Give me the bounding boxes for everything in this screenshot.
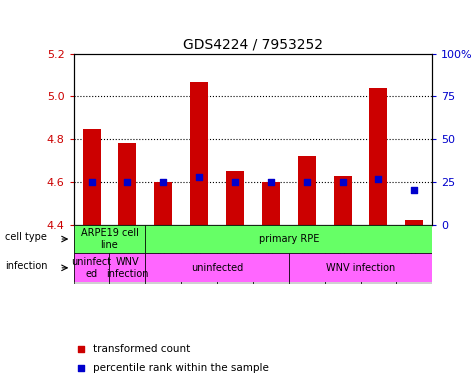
Title: GDS4224 / 7953252: GDS4224 / 7953252: [183, 37, 323, 51]
Point: [77, 365, 85, 371]
Point: [375, 175, 382, 182]
Point: [303, 179, 311, 185]
Bar: [397, 225, 432, 284]
Bar: [74, 225, 145, 253]
Point: [195, 174, 203, 180]
Bar: [289, 253, 432, 282]
Text: uninfected: uninfected: [191, 263, 243, 273]
Text: ARPE19 cell
line: ARPE19 cell line: [81, 228, 138, 250]
Point: [339, 179, 346, 185]
Bar: [83, 129, 101, 225]
Bar: [333, 175, 352, 225]
Bar: [289, 225, 325, 284]
Text: GSM762060: GSM762060: [159, 228, 168, 278]
Bar: [118, 144, 136, 225]
Bar: [405, 220, 423, 225]
Text: WNV
infection: WNV infection: [106, 257, 149, 279]
Bar: [325, 225, 361, 284]
Bar: [361, 225, 397, 284]
Bar: [226, 171, 244, 225]
Text: infection: infection: [5, 261, 47, 271]
Bar: [154, 182, 172, 225]
Bar: [109, 225, 145, 284]
Text: primary RPE: primary RPE: [258, 234, 319, 244]
Bar: [253, 225, 289, 284]
Text: transformed count: transformed count: [94, 344, 190, 354]
Text: GSM762066: GSM762066: [266, 228, 276, 279]
Bar: [370, 88, 388, 225]
Bar: [190, 81, 208, 225]
Bar: [298, 156, 316, 225]
Text: GSM762061: GSM762061: [302, 228, 311, 278]
Text: GSM762067: GSM762067: [410, 228, 419, 279]
Point: [160, 179, 167, 185]
Point: [88, 179, 95, 185]
Bar: [217, 225, 253, 284]
Point: [267, 179, 275, 185]
Text: GSM762062: GSM762062: [195, 228, 204, 278]
Text: percentile rank within the sample: percentile rank within the sample: [94, 363, 269, 373]
Bar: [74, 253, 109, 282]
Point: [231, 179, 239, 185]
Text: GSM762069: GSM762069: [123, 228, 132, 278]
Bar: [145, 225, 432, 253]
Text: cell type: cell type: [5, 232, 47, 242]
Bar: [109, 253, 145, 282]
Bar: [74, 225, 109, 284]
Text: GSM762063: GSM762063: [338, 228, 347, 279]
Text: WNV infection: WNV infection: [326, 263, 395, 273]
Bar: [262, 182, 280, 225]
Text: GSM762064: GSM762064: [230, 228, 239, 278]
Text: uninfect
ed: uninfect ed: [72, 257, 112, 279]
Text: GSM762065: GSM762065: [374, 228, 383, 278]
Text: GSM762068: GSM762068: [87, 228, 96, 279]
Bar: [145, 225, 181, 284]
Bar: [181, 225, 217, 284]
Point: [77, 346, 85, 352]
Bar: [145, 253, 289, 282]
Point: [124, 179, 131, 185]
Point: [410, 187, 418, 194]
